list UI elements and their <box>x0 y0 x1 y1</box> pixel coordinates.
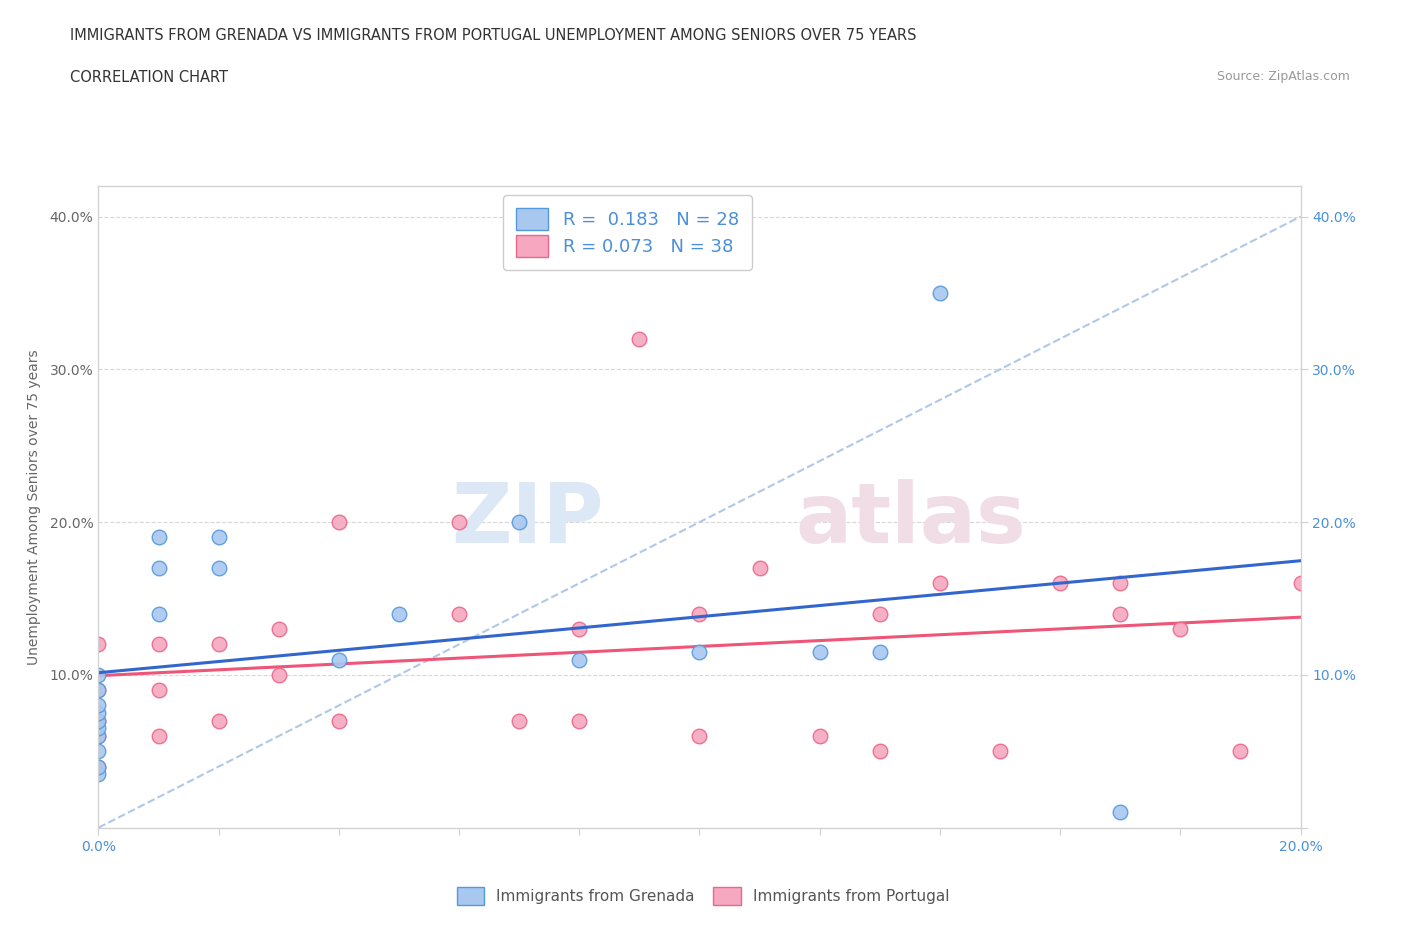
Point <box>208 561 231 576</box>
Point <box>267 668 290 683</box>
Point <box>869 744 891 759</box>
Point <box>508 514 530 529</box>
Point <box>328 652 350 667</box>
Text: atlas: atlas <box>796 479 1026 560</box>
Point <box>1229 744 1251 759</box>
Point <box>689 606 711 621</box>
Point <box>568 621 591 636</box>
Point <box>689 728 711 743</box>
Point <box>87 713 110 728</box>
Legend: Immigrants from Grenada, Immigrants from Portugal: Immigrants from Grenada, Immigrants from… <box>449 879 957 913</box>
Point <box>208 637 231 652</box>
Point <box>328 713 350 728</box>
Point <box>869 644 891 659</box>
Point <box>1109 805 1132 820</box>
Point <box>87 766 110 781</box>
Point <box>1170 621 1192 636</box>
Point <box>87 637 110 652</box>
Point <box>87 728 110 743</box>
Text: ZIP: ZIP <box>451 479 603 560</box>
Point <box>1049 576 1071 591</box>
Point <box>148 683 170 698</box>
Point <box>447 514 470 529</box>
Point <box>208 530 231 545</box>
Point <box>568 652 591 667</box>
Point <box>988 744 1011 759</box>
Point <box>447 606 470 621</box>
Point <box>689 644 711 659</box>
Point <box>87 759 110 774</box>
Point <box>87 721 110 736</box>
Legend: R =  0.183   N = 28, R = 0.073   N = 38: R = 0.183 N = 28, R = 0.073 N = 38 <box>503 195 752 270</box>
Point <box>148 561 170 576</box>
Point <box>267 621 290 636</box>
Point <box>929 576 952 591</box>
Point <box>148 637 170 652</box>
Point <box>1289 576 1312 591</box>
Point <box>869 606 891 621</box>
Text: Source: ZipAtlas.com: Source: ZipAtlas.com <box>1216 70 1350 83</box>
Point <box>87 713 110 728</box>
Point <box>87 744 110 759</box>
Point <box>929 286 952 300</box>
Point <box>208 713 231 728</box>
Point <box>87 683 110 698</box>
Point <box>87 706 110 721</box>
Point <box>748 561 770 576</box>
Point <box>1109 576 1132 591</box>
Point <box>628 331 651 346</box>
Point <box>87 683 110 698</box>
Point <box>87 759 110 774</box>
Point <box>148 530 170 545</box>
Point <box>328 514 350 529</box>
Y-axis label: Unemployment Among Seniors over 75 years: Unemployment Among Seniors over 75 years <box>27 349 41 665</box>
Text: IMMIGRANTS FROM GRENADA VS IMMIGRANTS FROM PORTUGAL UNEMPLOYMENT AMONG SENIORS O: IMMIGRANTS FROM GRENADA VS IMMIGRANTS FR… <box>70 28 917 43</box>
Point <box>508 713 530 728</box>
Point <box>87 668 110 683</box>
Point <box>568 713 591 728</box>
Point <box>808 728 831 743</box>
Point <box>808 644 831 659</box>
Point <box>148 728 170 743</box>
Point <box>87 698 110 713</box>
Text: CORRELATION CHART: CORRELATION CHART <box>70 70 228 85</box>
Point <box>87 728 110 743</box>
Point <box>388 606 411 621</box>
Point <box>148 606 170 621</box>
Point <box>1109 606 1132 621</box>
